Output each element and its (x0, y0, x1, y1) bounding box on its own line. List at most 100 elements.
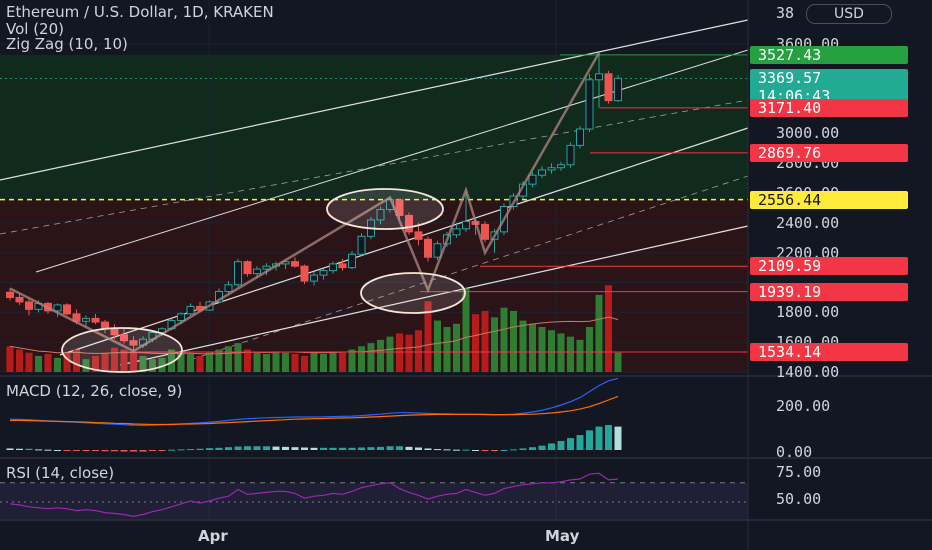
time-label-apr: Apr (198, 527, 228, 545)
channel-drawings[interactable] (0, 19, 749, 366)
volume-bar (92, 355, 99, 372)
volume-bar (386, 336, 394, 372)
macd-histogram-bar (443, 449, 451, 451)
time-label-may: May (545, 527, 580, 545)
macd-histogram-bar (472, 450, 479, 451)
volume-bar (329, 351, 337, 372)
candle-body (63, 304, 71, 315)
highlight-ellipse (61, 327, 183, 373)
volume-bar (377, 339, 384, 372)
rsi-legend[interactable]: RSI (14, close) (6, 464, 115, 482)
macd-histogram-bar (510, 449, 517, 451)
symbol-title[interactable]: Ethereum / U.S. Dollar, 1D, KRAKEN (6, 3, 274, 21)
zigzag-legend[interactable]: Zig Zag (10, 10) (6, 35, 128, 53)
candle-body (338, 263, 347, 269)
macd-histogram-bar (82, 450, 90, 451)
macd-histogram-bar (415, 447, 422, 450)
volume-bar (187, 354, 194, 372)
volume-bar (111, 347, 118, 372)
macd-histogram-bar (206, 448, 213, 450)
candle-body (528, 174, 537, 185)
macd-histogram-bar (130, 450, 137, 452)
channel2-top-line (35, 49, 749, 273)
volume-bar (510, 310, 517, 372)
macd-histogram-bar (215, 447, 223, 450)
candle-body (300, 265, 309, 282)
candle-body (547, 167, 556, 171)
macd-histogram-bar (405, 446, 413, 450)
volume-bar (595, 294, 603, 372)
volume-bar (443, 327, 451, 372)
candle-body (614, 77, 622, 102)
macd-pane (6, 377, 622, 452)
macd-histogram-bar (187, 449, 194, 451)
macd-histogram-bar (491, 450, 498, 451)
volume-bar (453, 323, 460, 372)
volume-bar (234, 343, 242, 372)
ellipse-drawings[interactable] (61, 188, 466, 373)
rsi-line (9, 472, 619, 518)
candle-body (452, 228, 461, 236)
macd-histogram-bar (481, 450, 489, 451)
volume-bar (358, 346, 365, 372)
candle-body (538, 169, 546, 176)
macd-histogram-bar (348, 447, 356, 450)
price-tag: 3527.43 (750, 45, 908, 64)
macd-legend[interactable]: MACD (12, 26, close, 9) (6, 382, 183, 400)
candle-body (405, 214, 413, 233)
highlight-ellipse (360, 272, 466, 314)
macd-histogram-bar (538, 445, 546, 450)
macd-line (9, 377, 619, 427)
candle-body (462, 220, 470, 230)
volume-bar (491, 317, 498, 372)
macd-histogram-bar (605, 425, 612, 450)
volume-bar (82, 359, 90, 372)
volume-bar (320, 354, 327, 372)
candle-body (224, 284, 233, 292)
macd-histogram-bar (54, 450, 61, 451)
volume-bar (424, 301, 432, 372)
volume-bar (16, 349, 23, 372)
volume-bar (567, 336, 574, 372)
candle-body (319, 270, 328, 276)
candle-body (310, 274, 318, 282)
volume-legend[interactable]: Vol (20) (6, 20, 65, 38)
macd-histogram-bar (434, 449, 441, 451)
macd-histogram-bar (16, 448, 23, 450)
volume-bar (614, 352, 622, 372)
candle-body (376, 208, 385, 221)
macd-histogram-bar (358, 447, 365, 450)
volume-bar (310, 352, 318, 372)
macd-histogram-bar (519, 448, 527, 450)
macd-histogram-bar (424, 448, 432, 450)
macd-histogram-bar (462, 449, 470, 451)
volume-ma-line (9, 316, 619, 355)
price-tag: 1939.19 (750, 282, 908, 301)
volume-bar (54, 357, 61, 372)
volume-bar (120, 349, 128, 372)
macd-histogram-bar (111, 450, 118, 452)
volume-bar (206, 352, 213, 372)
candle-body (186, 305, 195, 315)
macd-histogram-bar (196, 448, 204, 450)
volume-bar (301, 355, 308, 372)
currency-button[interactable]: USD (806, 4, 892, 24)
macd-histogram-bar (234, 446, 242, 450)
volume-bar (253, 352, 261, 372)
macd-histogram-bar (149, 450, 156, 451)
macd-histogram-bar (101, 450, 109, 452)
price-tag: 1534.14 (750, 343, 908, 361)
price-axis-label: 3000.00 (776, 124, 840, 143)
candle-body (243, 261, 252, 275)
macd-axis-200: 200.00 (776, 397, 831, 415)
volume-bar (101, 352, 109, 372)
candle-body (15, 296, 24, 303)
candle-body (129, 340, 138, 346)
horizontal-lines[interactable] (0, 54, 748, 353)
macd-histogram-bar (63, 450, 71, 451)
zigzag-line (9, 52, 601, 353)
macd-histogram-bar (377, 446, 384, 450)
volume-bar (263, 354, 270, 372)
volume-bar (25, 352, 33, 372)
